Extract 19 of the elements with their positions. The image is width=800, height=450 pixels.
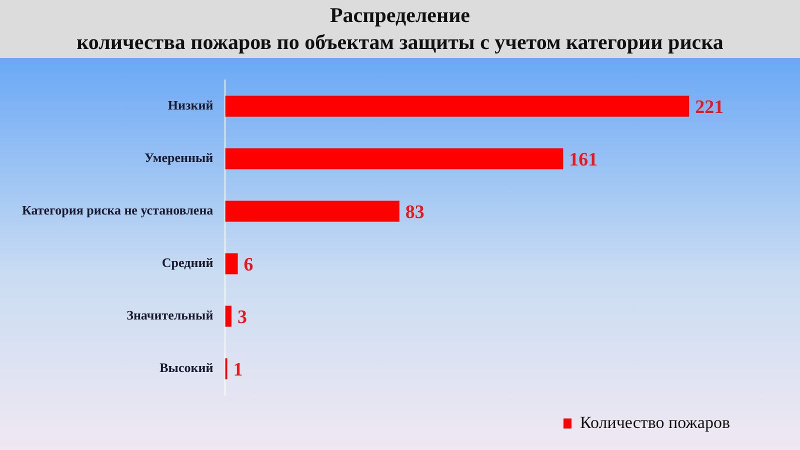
bar [225,253,238,274]
chart-title: Распределение количества пожаров по объектам защиты с учетом категории риска [0,0,800,58]
bar [225,96,690,117]
y-tick-label: Значительный [126,308,214,323]
data-label: 161 [569,150,598,171]
y-tick-label: Умеренный [144,150,214,166]
y-tick-label: Низкий [168,98,214,113]
legend-label: Количество пожаров [580,412,730,432]
data-label: 83 [405,202,424,224]
data-label: 221 [695,97,724,118]
y-tick-label: Средний [162,255,214,270]
data-label: 3 [237,307,247,328]
bar [225,200,400,222]
data-label: 1 [233,360,243,381]
y-tick-label: Высокий [160,360,214,376]
bar [225,306,232,327]
data-label: 6 [244,254,254,276]
y-tick-label: Категория риска не установлена [22,202,214,218]
bar [225,148,564,170]
